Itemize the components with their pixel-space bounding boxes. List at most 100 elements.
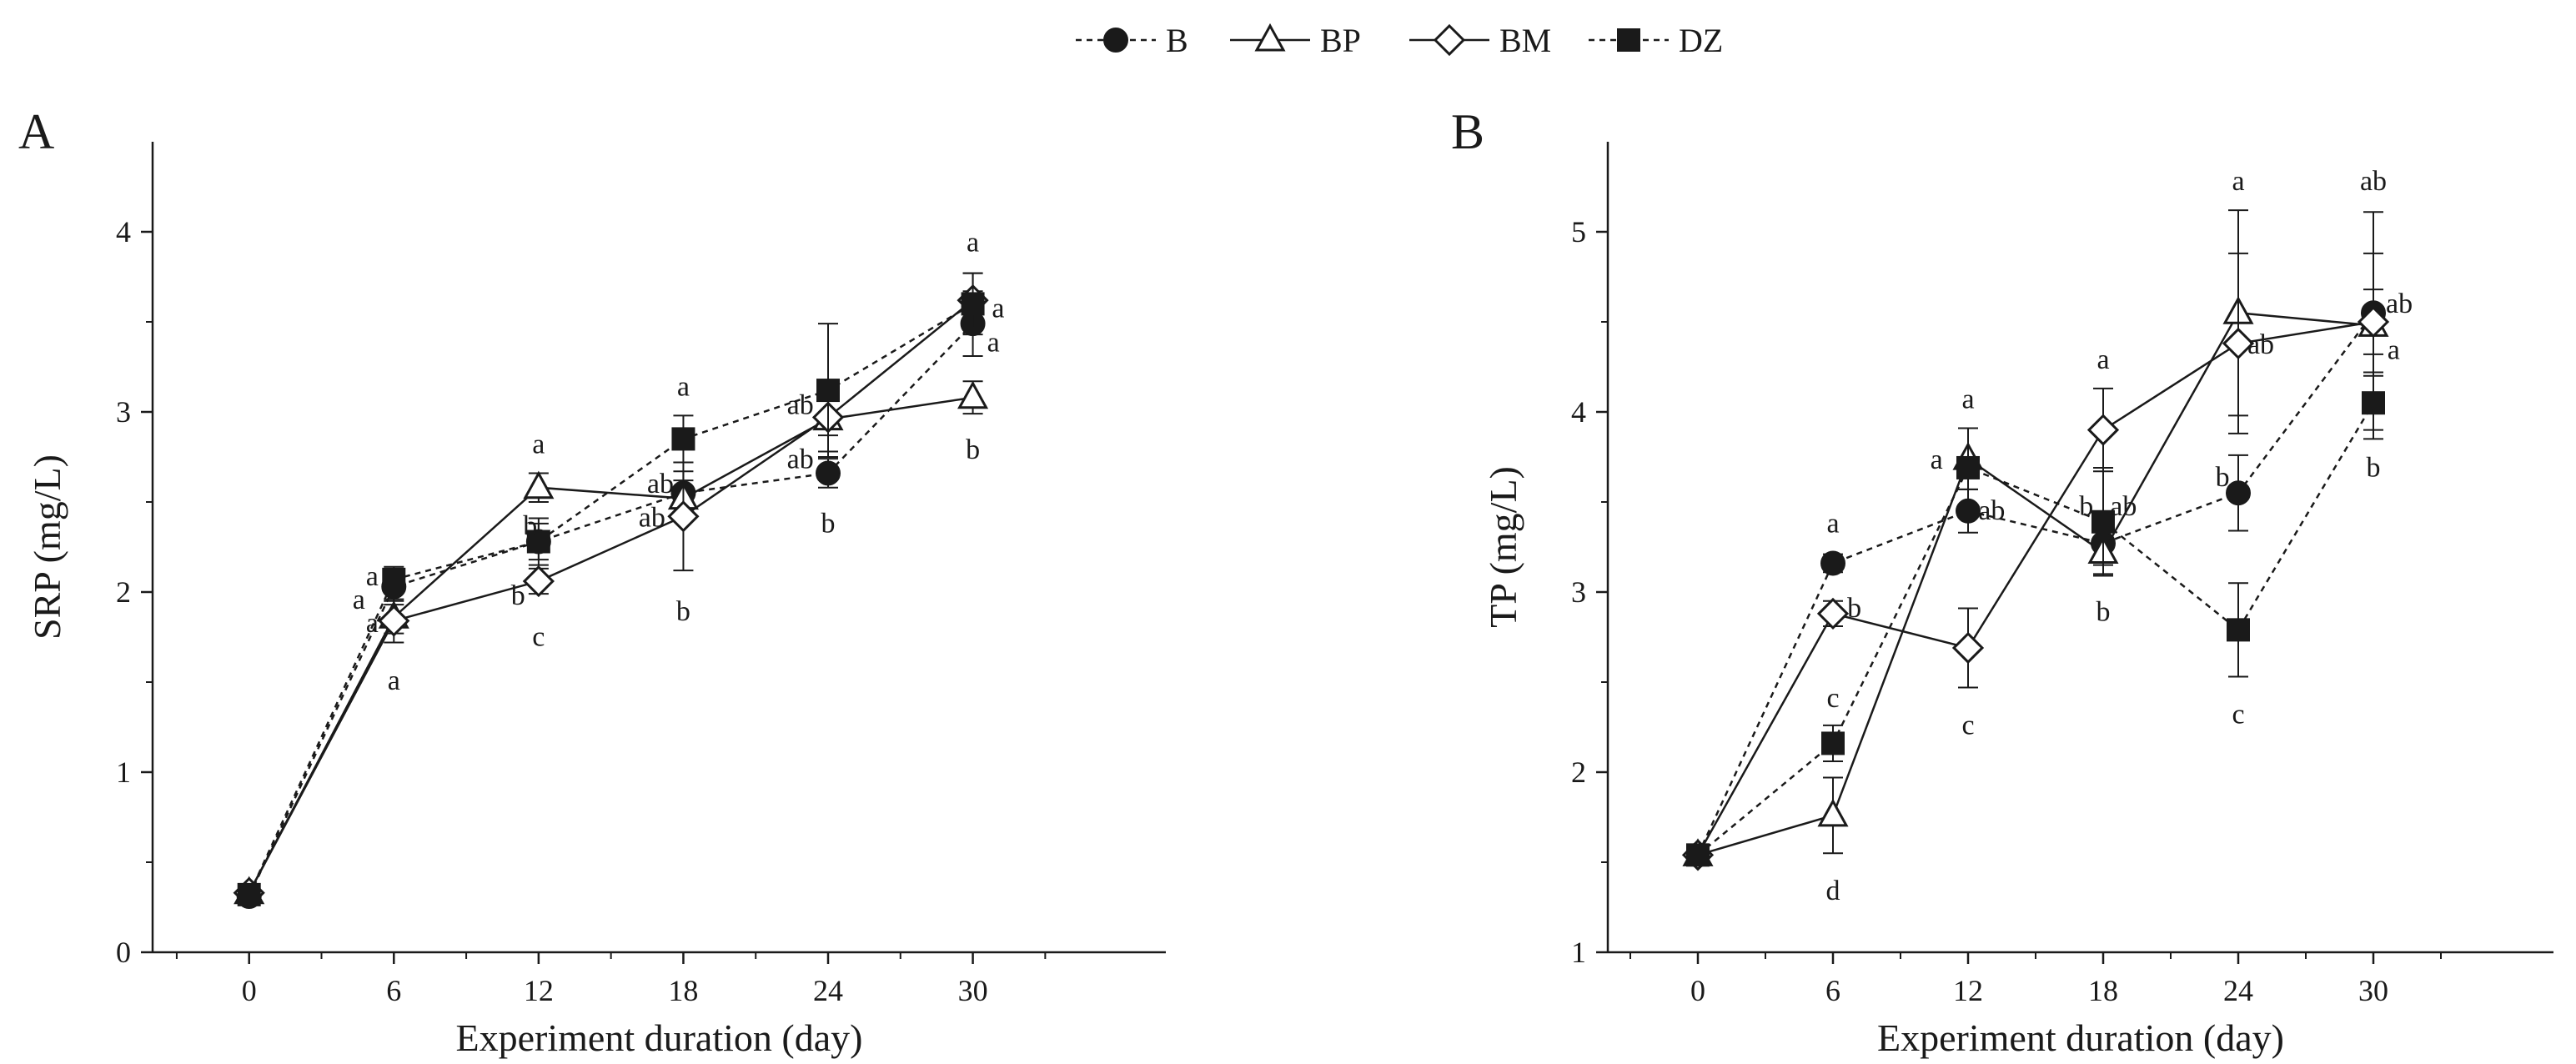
legend-marker-b: [1103, 28, 1128, 53]
significance-label-a: a: [987, 327, 1000, 358]
legend-item-bm: BM: [1409, 22, 1551, 59]
data-point-dz-a: [816, 379, 840, 403]
x-tick-label-a: 30: [958, 974, 988, 1007]
data-point-bm-b: [1816, 597, 1850, 630]
y-tick-label-a: 2: [116, 575, 131, 609]
data-point-bm-a: [378, 605, 410, 637]
legend-marker-bp: [1254, 23, 1286, 52]
significance-label-b: d: [1826, 876, 1840, 906]
x-axis-title-a: Experiment duration (day): [456, 1016, 863, 1059]
significance-label-b: a: [1826, 508, 1839, 539]
significance-label-a: ab: [787, 389, 814, 420]
data-point-b-b: [2226, 480, 2251, 506]
significance-label-b: c: [1826, 683, 1839, 714]
legend-item-bp: BP: [1230, 22, 1361, 59]
series-line-bm-a: [248, 299, 974, 894]
data-point-bp-a: [523, 470, 555, 499]
significance-label-a: a: [677, 371, 690, 402]
data-point-bm-b: [1951, 631, 1985, 665]
data-point-bm-b: [2357, 305, 2390, 339]
x-tick-label-b: 0: [1690, 974, 1705, 1007]
data-point-bp-b: [1817, 798, 1849, 827]
data-point-dz-b: [1686, 843, 1710, 867]
significance-label-b: b: [1847, 593, 1861, 624]
y-tick-label-b: 3: [1571, 575, 1586, 609]
data-point-dz-a: [526, 529, 550, 554]
significance-label-a: a: [967, 228, 979, 258]
significance-label-b: a: [2388, 334, 2400, 365]
series-line-bp-a: [248, 396, 973, 894]
significance-label-b: a: [1931, 444, 1943, 475]
series-line-b-b: [1696, 312, 2374, 856]
y-tick-label-b: 4: [1571, 395, 1586, 429]
data-point-b-a: [816, 460, 841, 486]
series-dz-a: [237, 272, 985, 906]
significance-label-b: b: [2079, 491, 2093, 522]
x-tick-label-a: 12: [524, 974, 554, 1007]
significance-label-a: ab: [787, 444, 814, 475]
x-tick-label-a: 0: [242, 974, 257, 1007]
significance-label-a: b: [821, 509, 836, 540]
legend-label-bm: BM: [1499, 22, 1551, 59]
data-point-bm-a: [667, 500, 700, 533]
significance-label-b: c: [2232, 700, 2244, 730]
data-point-dz-b: [2227, 618, 2250, 642]
y-tick-label-b: 1: [1571, 936, 1586, 969]
series-bm-a: [233, 272, 989, 909]
significance-label-b: b: [2096, 596, 2111, 627]
y-tick-label-a: 0: [116, 936, 131, 969]
legend-marker-bm: [1433, 23, 1466, 57]
data-point-dz-a: [961, 292, 985, 316]
legend-item-b: B: [1076, 22, 1188, 59]
data-point-dz-b: [1821, 731, 1845, 755]
y-tick-label-b: 5: [1571, 215, 1586, 248]
significance-label-a: a: [353, 585, 365, 615]
x-tick-label-b: 6: [1825, 974, 1840, 1007]
legend: B BP BM DZ: [1076, 22, 1723, 59]
y-tick-label-a: 4: [116, 215, 131, 248]
data-point-dz-b: [1956, 455, 1980, 479]
significance-label-a: b: [523, 511, 537, 542]
x-tick-label-b: 12: [1953, 974, 1983, 1007]
y-tick-label-b: 2: [1571, 755, 1586, 789]
significance-label-b: ab: [2110, 491, 2137, 522]
legend-label-bp: BP: [1320, 22, 1361, 59]
significance-label-a: a: [992, 294, 1004, 324]
legend-label-b: B: [1166, 22, 1188, 59]
y-axis-title-a: SRP (mg/L): [26, 454, 68, 640]
significance-label-b: ab: [2360, 166, 2387, 197]
significance-label-a: ab: [639, 502, 665, 533]
x-tick-label-a: 24: [813, 974, 843, 1007]
significance-label-b: a: [1961, 384, 1974, 414]
significance-label-b: a: [2096, 344, 2109, 375]
x-tick-label-a: 18: [668, 974, 698, 1007]
panel-label-b: B: [1451, 104, 1484, 159]
data-point-dz-a: [237, 882, 261, 906]
significance-label-a: a: [366, 608, 379, 639]
data-point-bm-a: [522, 565, 555, 598]
significance-label-a: b: [966, 434, 980, 465]
series-line-b-a: [248, 323, 974, 897]
significance-label-a: b: [676, 596, 690, 627]
data-point-dz-b: [2091, 509, 2115, 534]
series-bm-b: [1681, 252, 2390, 871]
series-line-bm-b: [1696, 320, 2374, 856]
significance-label-a: a: [366, 561, 379, 592]
significance-label-a: a: [388, 665, 400, 696]
x-tick-label-b: 18: [2088, 974, 2118, 1007]
significance-label-b: c: [1961, 710, 1974, 740]
x-tick-label-b: 24: [2223, 974, 2253, 1007]
data-point-bm-b: [2086, 414, 2120, 446]
significance-label-a: a: [532, 429, 545, 459]
series-b-a: [236, 290, 986, 910]
legend-marker-dz: [1617, 28, 1640, 52]
significance-label-a: b: [511, 580, 525, 611]
significance-label-b: b: [2367, 453, 2381, 484]
significance-label-b: ab: [2247, 329, 2274, 360]
series-line-bp-b: [1697, 311, 2374, 856]
x-tick-label-b: 30: [2358, 974, 2388, 1007]
data-point-dz-b: [2362, 391, 2385, 415]
